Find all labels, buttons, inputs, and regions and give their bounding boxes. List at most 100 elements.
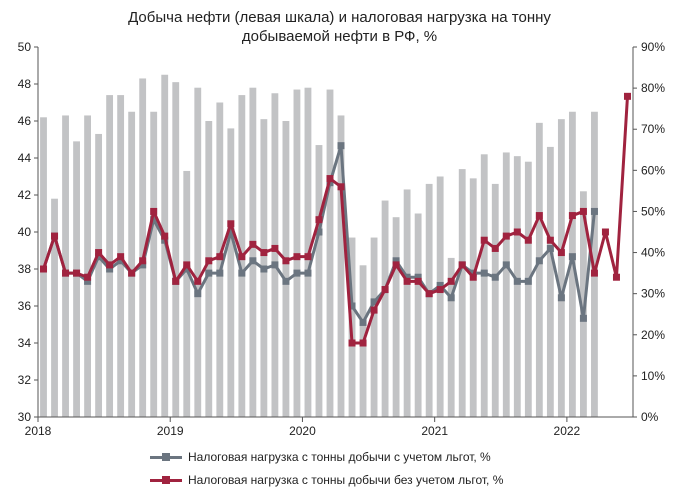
series-point-1 <box>425 290 433 298</box>
series-point-1 <box>249 240 257 248</box>
bar <box>513 156 521 417</box>
series-point-0 <box>513 277 521 285</box>
series-point-1 <box>194 277 202 285</box>
series-point-0 <box>293 269 301 277</box>
bar <box>128 111 136 417</box>
legend-label-without-benefits: Налоговая нагрузка с тонны добычи без уч… <box>188 473 504 487</box>
series-point-1 <box>62 269 70 277</box>
series-point-1 <box>601 228 609 236</box>
bar <box>194 87 202 417</box>
series-point-1 <box>370 306 378 314</box>
bar <box>502 152 510 417</box>
series-point-1 <box>436 286 444 294</box>
bar <box>524 161 532 417</box>
bar <box>436 176 444 417</box>
series-point-0 <box>337 142 345 150</box>
y-right-tick-label: 20% <box>641 328 665 342</box>
series-point-1 <box>568 212 576 220</box>
legend-item-with-benefits: Налоговая нагрузка с тонны добычи с учет… <box>150 447 503 467</box>
x-tick-label: 2022 <box>554 424 581 438</box>
series-point-1 <box>348 339 356 347</box>
bar <box>95 133 103 417</box>
series-point-1 <box>590 269 598 277</box>
series-point-1 <box>172 277 180 285</box>
bar <box>150 111 158 417</box>
series-point-1 <box>106 261 114 269</box>
bar <box>227 128 235 417</box>
bar <box>62 115 69 417</box>
y-right-tick-label: 80% <box>641 81 665 95</box>
bar <box>381 200 389 417</box>
series-point-1 <box>491 244 499 252</box>
series-point-1 <box>535 212 543 220</box>
bar <box>315 145 323 418</box>
series-point-0 <box>205 269 213 277</box>
bar <box>591 111 598 417</box>
bar <box>73 141 80 417</box>
bar <box>172 82 180 418</box>
chart-plot: 30 32 34 36 38 40 42 44 46 48 50 0% 10% 20% 30% 40% 50% 6… <box>18 40 666 438</box>
series-point-0 <box>480 269 488 277</box>
bar <box>403 189 411 417</box>
bar <box>249 87 257 417</box>
series-point-1 <box>139 257 147 265</box>
series-point-0 <box>194 290 202 298</box>
series-point-1 <box>557 249 565 257</box>
series-point-0 <box>414 273 422 281</box>
series-point-0 <box>359 318 367 326</box>
series-point-0 <box>491 273 499 281</box>
series-point-0 <box>282 277 290 285</box>
series-point-1 <box>183 261 191 269</box>
series-point-0 <box>183 265 191 273</box>
y-left-tick-label: 46 <box>18 114 32 128</box>
y-right-tick-label: 0% <box>641 410 659 424</box>
series-point-0 <box>568 253 576 261</box>
bar <box>205 121 213 417</box>
legend-item-without-benefits: Налоговая нагрузка с тонны добычи без уч… <box>150 470 503 490</box>
series-point-0 <box>106 265 114 273</box>
bar <box>535 122 543 417</box>
y-left-tick-label: 36 <box>18 299 32 313</box>
y-right-tick-label: 40% <box>641 246 665 260</box>
y-left-tick-label: 48 <box>18 77 32 91</box>
chart-title-line-2: добываемой нефти в РФ, % <box>241 28 438 45</box>
legend-swatch-with-benefits <box>150 451 182 463</box>
series-point-0 <box>392 257 400 265</box>
chart-title-line-1: Добыча нефти (левая шкала) и налоговая н… <box>128 9 551 26</box>
series-point-1 <box>579 207 587 215</box>
series-point-1 <box>73 269 81 277</box>
y-left-tick-label: 50 <box>18 40 32 54</box>
legend-label-with-benefits: Налоговая нагрузка с тонны добычи с учет… <box>188 450 491 464</box>
series-point-1 <box>293 253 301 261</box>
series-point-1 <box>40 265 48 273</box>
series-point-0 <box>370 298 378 306</box>
series-point-0 <box>403 273 411 281</box>
series-point-0 <box>216 269 224 277</box>
series-point-1 <box>161 232 169 240</box>
series-point-1 <box>150 207 158 215</box>
series-point-0 <box>227 228 235 236</box>
bar <box>392 217 400 417</box>
series-point-1 <box>304 253 312 261</box>
series-point-0 <box>348 302 356 310</box>
series-point-1 <box>546 236 554 244</box>
y-left-tick-label: 44 <box>18 151 32 165</box>
series-point-1 <box>227 220 235 228</box>
series-point-0 <box>535 257 543 265</box>
series-point-1 <box>282 257 290 265</box>
series-point-1 <box>612 273 620 281</box>
series-point-1 <box>480 236 488 244</box>
series-point-0 <box>315 228 323 236</box>
legend: Налоговая нагрузка с тонны добычи с учет… <box>150 447 503 493</box>
bar <box>370 237 378 417</box>
x-tick-label: 2018 <box>25 424 52 438</box>
series-point-0 <box>436 281 444 289</box>
bar <box>183 170 191 417</box>
series-point-1 <box>502 232 510 240</box>
bar <box>425 183 433 417</box>
series-point-0 <box>304 269 312 277</box>
bar <box>326 89 334 418</box>
series-point-0 <box>238 269 246 277</box>
bar <box>106 95 114 417</box>
series-point-0 <box>150 216 158 224</box>
